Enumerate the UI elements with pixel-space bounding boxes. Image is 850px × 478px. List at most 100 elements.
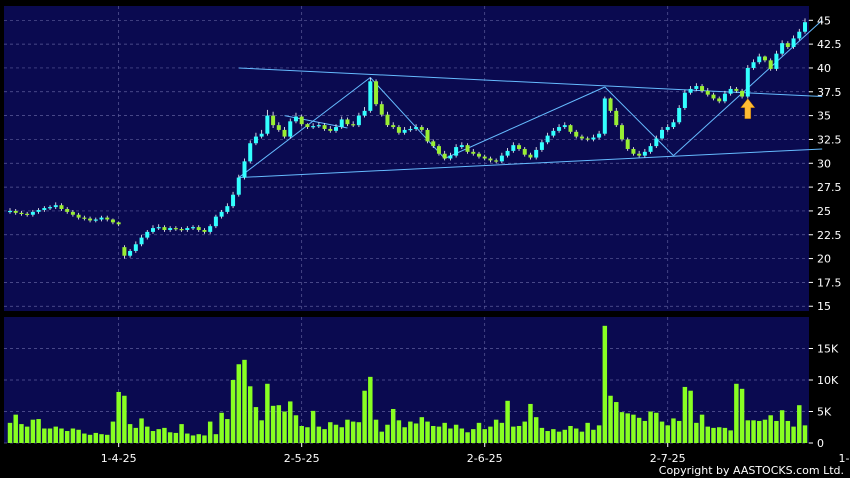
volume-bar [728,430,733,443]
volume-bar [471,429,476,443]
volume-bar [734,383,739,443]
volume-bar [636,417,642,443]
volume-bar [305,427,310,443]
volume-bar [87,434,93,443]
volume-bar [316,426,322,443]
candle-body [276,125,281,130]
candle-body [568,125,573,132]
candle-body [797,31,802,39]
volume-bar [619,412,625,443]
volume-bar [436,426,442,443]
volume-bar [425,421,430,443]
volume-bar [511,426,516,443]
candle-body [282,129,287,137]
volume-bar [431,425,436,443]
candle-body [362,110,367,116]
price-tick-label: 40 [817,62,831,75]
volume-bar [219,412,224,443]
candle-body [637,153,642,156]
volume-bar [36,419,41,443]
volume-bar [104,434,110,443]
price-tick-label: 42.5 [817,38,842,51]
candle-body [236,177,241,195]
volume-bar [207,421,213,443]
volume-bar [293,415,299,443]
candle-body [179,229,184,231]
volume-bar [694,422,699,443]
candle-body [402,129,407,133]
volume-bar [562,429,568,443]
volume-bar [476,422,482,443]
candle-body [722,93,727,102]
candle-body [368,81,373,111]
candle-body [202,229,207,232]
volume-bar [505,400,510,443]
volume-bar [385,424,390,443]
volume-bar [167,432,173,443]
volume-bar [270,405,276,443]
candle-body [48,207,53,209]
candle-body [82,217,87,219]
volume-bar [328,422,333,443]
volume-bar [339,427,344,443]
volume-bar [362,390,367,443]
volume-bar [711,427,716,443]
volume-bar [699,414,705,443]
volume-bar [150,431,156,443]
trendline [444,86,606,159]
volume-bar [556,431,562,443]
volume-bar [791,426,796,443]
volume-bar [265,383,270,443]
volume-tick-label: 5K [817,406,832,419]
candle-body [328,128,333,131]
candle-body [728,88,733,94]
candle-body [316,125,321,127]
candle-body [557,127,562,131]
candle-body [499,155,504,162]
candle-body [93,219,98,221]
price-panel [4,6,809,311]
volume-bar [322,429,327,443]
candle-body [414,127,419,129]
candle-body [471,151,476,154]
price-tick-label: 30 [817,157,831,170]
candle-body [242,161,247,178]
candle-body [585,138,590,140]
volume-bar [608,395,613,443]
volume-bar [230,380,236,443]
candle-body [19,212,24,215]
volume-bar [127,424,133,443]
volume-bar [533,417,539,443]
volume-bar [516,425,522,443]
price-tick-label: 27.5 [817,181,842,194]
volume-bar [528,403,533,443]
candle-body [442,153,447,159]
candle-body [534,149,539,158]
candle-body [105,217,110,220]
candle-body [70,211,75,215]
candle-body [614,110,619,126]
volume-bar [396,420,402,443]
volume-bar [408,421,413,443]
candle-body [213,216,218,227]
candle-body [396,127,401,133]
candle-body [99,217,104,220]
price-tick-label: 20 [817,253,831,266]
date-tick-label: 2-7-25 [650,452,686,465]
candle-body [374,81,379,105]
candle-body [579,136,584,139]
volume-bar [716,427,722,443]
volume-bar [276,405,282,443]
candle-body [116,222,121,225]
candle-body [191,227,196,229]
candle-body [419,127,424,130]
volume-bar [373,419,379,443]
volume-bar [299,425,304,443]
candle-body [694,86,699,89]
candle-body [391,125,396,128]
candle-body [631,148,636,154]
candle-body [757,56,762,63]
candle-body [345,119,350,125]
volume-bar [156,429,161,443]
